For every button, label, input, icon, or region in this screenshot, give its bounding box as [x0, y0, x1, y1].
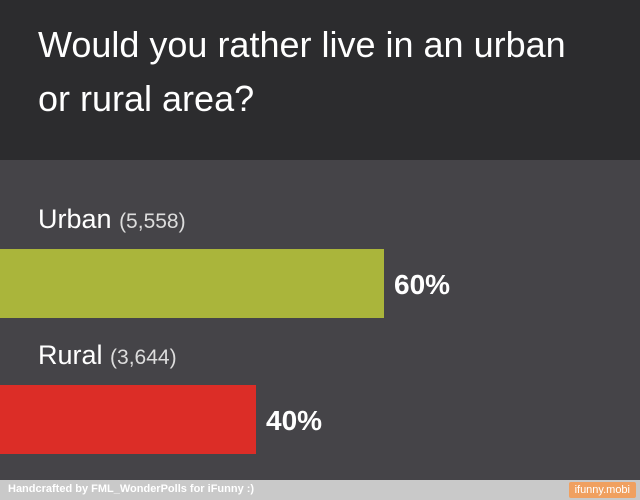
- bar: [0, 249, 384, 318]
- option-label: Urban (5,558): [38, 204, 186, 235]
- poll-title: Would you rather live in an urban or rur…: [38, 24, 566, 119]
- vote-count: (5,558): [119, 210, 186, 233]
- option-name: Urban: [38, 204, 112, 234]
- option-label: Rural (3,644): [38, 340, 177, 371]
- badge[interactable]: ifunny.mobi: [568, 482, 636, 498]
- vote-count: (3,644): [110, 346, 177, 369]
- header: Would you rather live in an urban or rur…: [0, 0, 640, 160]
- footer: Handcrafted by FML_WonderPolls for iFunn…: [0, 480, 640, 500]
- value-label: 40%: [266, 405, 323, 436]
- value-label: 60%: [394, 269, 451, 300]
- option-name: Rural: [38, 340, 103, 370]
- bar: [0, 385, 256, 454]
- footer-text: Handcrafted by FML_WonderPolls for iFunn…: [8, 483, 255, 495]
